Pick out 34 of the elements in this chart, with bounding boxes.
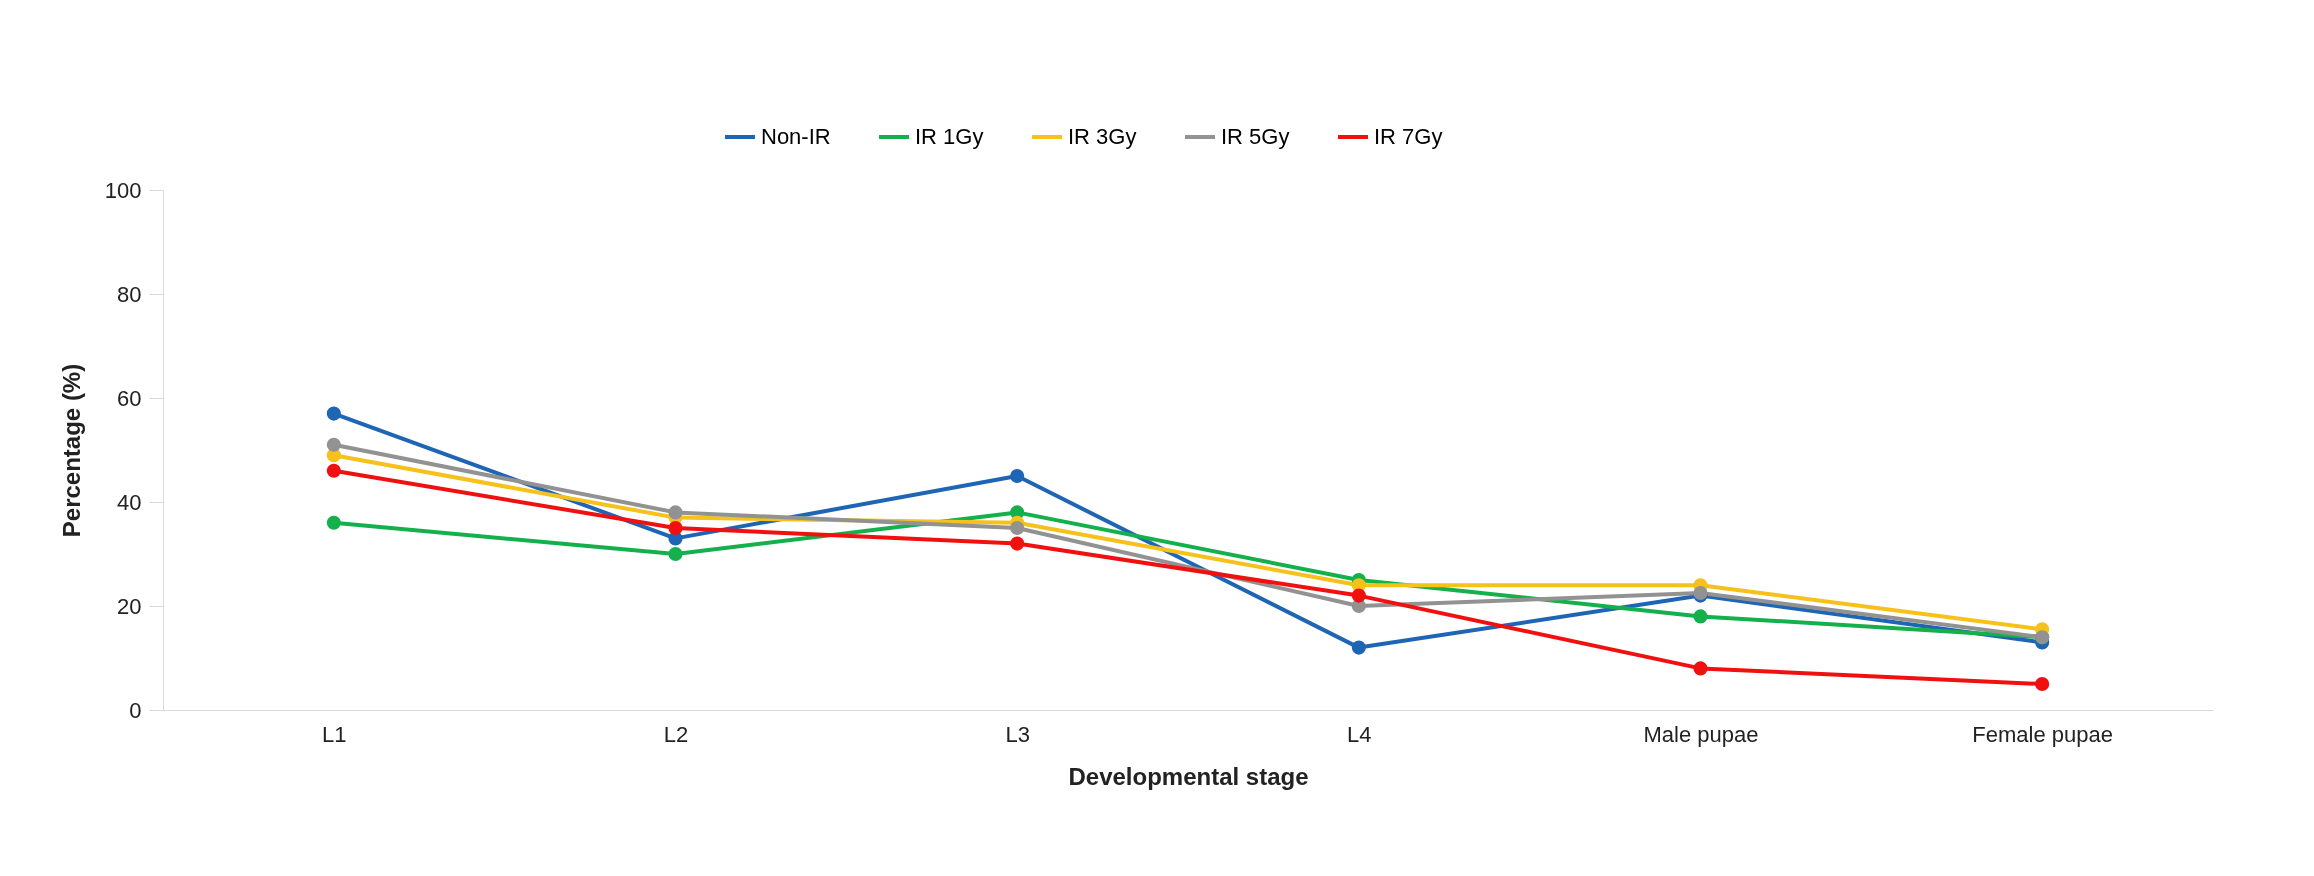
x-tick-label: L3 <box>1005 721 1030 747</box>
point <box>668 505 683 520</box>
point <box>326 515 341 530</box>
y-axis-title: Percentage (%) <box>57 363 85 538</box>
x-tick-label: Male pupae <box>1643 721 1759 747</box>
point <box>1010 536 1025 551</box>
y-tick-label: 40 <box>117 489 142 515</box>
y-tick-label: 60 <box>117 385 142 411</box>
point <box>668 546 683 562</box>
x-tick-label: L2 <box>663 721 689 747</box>
point <box>1693 609 1708 624</box>
y-tick-label: 20 <box>117 593 142 619</box>
point <box>326 463 341 478</box>
y-tick-label: 80 <box>117 281 142 307</box>
point <box>1010 520 1025 536</box>
point <box>668 520 683 536</box>
x-axis-title: Developmental stage <box>1068 762 1309 790</box>
point <box>1351 588 1366 603</box>
point <box>1010 468 1025 484</box>
legend-label: IR 5Gy <box>1221 124 1290 149</box>
y-tick-label: 0 <box>129 697 142 723</box>
legend-label: Non-IR <box>761 124 831 149</box>
x-tick-label: L1 <box>322 721 347 747</box>
point <box>2035 676 2050 692</box>
point <box>326 406 341 421</box>
x-tick-label: Female pupae <box>1972 721 2113 747</box>
y-tick-label: 100 <box>104 177 142 203</box>
legend-label: IR 3Gy <box>1068 124 1137 149</box>
x-tick-label: L4 <box>1347 721 1372 747</box>
point <box>1693 661 1708 676</box>
point <box>1351 640 1366 655</box>
legend-label: IR 1Gy <box>915 124 984 149</box>
point <box>326 437 341 452</box>
legend-label: IR 7Gy <box>1374 124 1443 149</box>
